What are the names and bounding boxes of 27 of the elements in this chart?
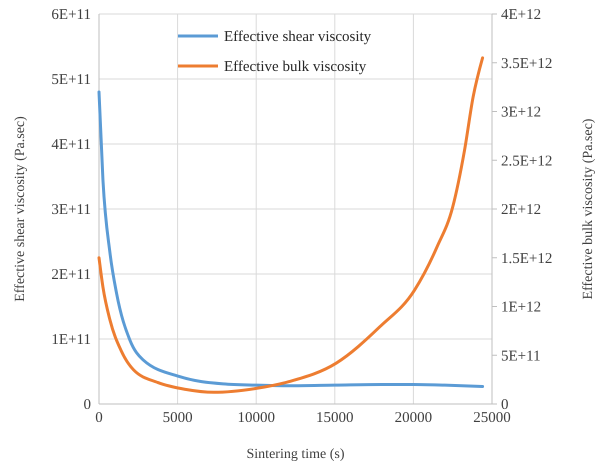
y-tick-label: 6E+11 [51,7,91,23]
y-tick-label: 1E+11 [51,332,91,348]
x-tick-label: 20000 [394,410,432,426]
y2-tick-label: 2E+12 [501,202,542,218]
y-tick-label: 5E+11 [51,72,91,88]
y2-tick-label: 4E+12 [501,7,542,23]
y2-axis-title: Effective bulk viscosity (Pa.sec) [581,118,596,300]
y2-tick-label: 1.5E+12 [501,250,552,267]
y-tick-label: 0 [84,397,91,413]
y-axis-title: Effective shear viscosity (Pa.sec) [13,116,28,302]
x-tick-label: 5000 [162,410,193,426]
x-tick-label: 10000 [237,410,275,426]
y2-tick-label: 1E+12 [501,300,542,316]
y-tick-label: 3E+11 [51,202,91,218]
legend-label: Effective bulk viscosity [224,59,367,75]
y2-tick-label: 3.5E+12 [501,56,552,72]
y2-tick-label: 3E+12 [501,104,542,120]
x-axis-title: Sintering time (s) [246,447,345,462]
x-tick-label: 0 [95,410,103,426]
y2-tick-label: 2.5E+12 [501,153,552,170]
y2-tick-label: 5E+11 [501,348,541,364]
x-tick-label: 25000 [473,410,511,426]
y2-tick-label: 0 [501,397,508,413]
x-tick-label: 15000 [316,410,354,426]
y-tick-label: 2E+11 [51,267,91,283]
legend-label: Effective shear viscosity [224,29,372,45]
y-tick-label: 4E+11 [51,137,91,153]
